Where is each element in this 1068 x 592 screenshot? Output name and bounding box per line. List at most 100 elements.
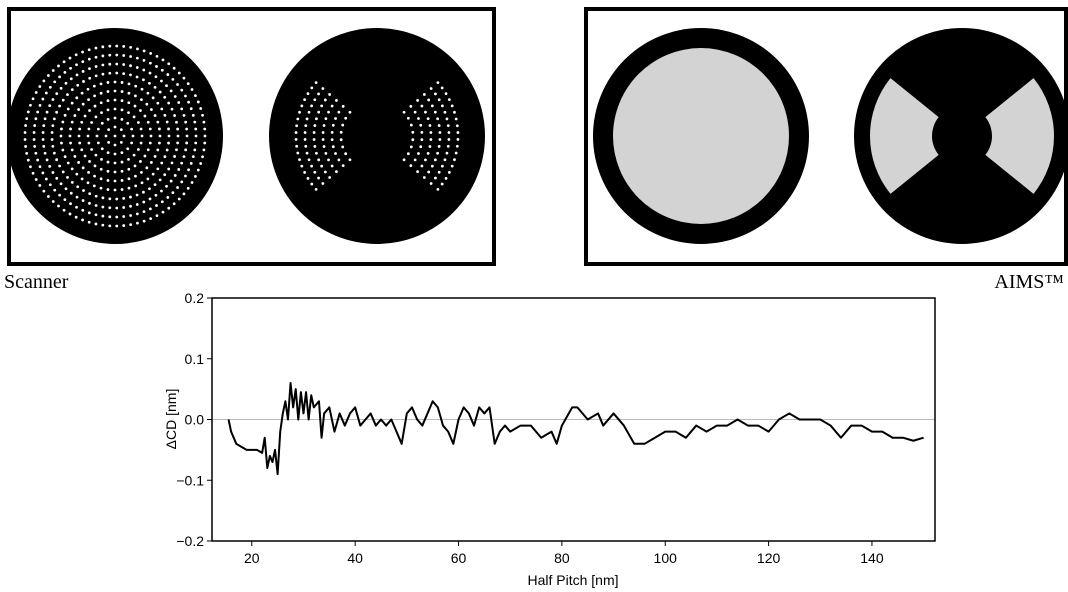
source-point <box>94 74 98 78</box>
source-point <box>139 109 142 112</box>
source-point <box>313 170 317 174</box>
source-point <box>88 201 91 205</box>
source-point <box>122 54 126 57</box>
source-point <box>32 138 36 141</box>
source-point <box>194 141 198 145</box>
source-point <box>135 193 139 197</box>
source-point <box>94 55 98 59</box>
source-point <box>182 76 186 80</box>
source-point <box>173 155 176 158</box>
source-point <box>303 170 307 174</box>
source-point <box>143 154 147 158</box>
source-point <box>113 134 117 138</box>
source-point <box>101 63 105 67</box>
source-point <box>100 157 103 161</box>
source-point <box>127 186 131 190</box>
source-point <box>68 134 72 138</box>
source-point <box>115 197 119 201</box>
source-point <box>76 83 80 87</box>
source-point <box>150 108 153 111</box>
source-point <box>120 169 124 173</box>
source-point <box>83 114 87 118</box>
source-point <box>169 89 173 93</box>
source-point <box>26 110 30 114</box>
source-point <box>66 107 70 111</box>
source-point <box>115 71 119 75</box>
source-point <box>132 115 136 119</box>
source-point <box>167 127 170 131</box>
source-point <box>303 138 307 141</box>
source-point <box>161 58 165 62</box>
source-point <box>48 183 52 187</box>
source-point <box>155 65 158 68</box>
source-point <box>94 46 98 50</box>
source-point <box>140 181 144 185</box>
source-point <box>55 158 59 162</box>
source-point <box>320 104 324 108</box>
source-point <box>57 64 60 68</box>
source-point <box>63 155 67 159</box>
source-point <box>99 186 103 190</box>
source-point <box>163 95 167 99</box>
source-point <box>99 91 103 95</box>
source-point <box>196 100 200 104</box>
source-point <box>69 127 72 131</box>
source-point <box>139 141 143 145</box>
pupil-center <box>932 106 992 166</box>
source-point <box>43 117 47 121</box>
source-point <box>61 98 65 102</box>
source-point <box>444 92 448 96</box>
source-point <box>298 110 301 114</box>
source-point <box>402 110 406 114</box>
source-point <box>115 215 119 219</box>
source-point <box>453 158 456 162</box>
source-point <box>295 144 299 148</box>
source-point <box>113 179 117 183</box>
source-point <box>428 145 432 148</box>
source-point <box>135 75 139 79</box>
source-point <box>42 79 46 83</box>
source-point <box>23 138 27 141</box>
source-point <box>434 176 437 180</box>
source-point <box>170 107 174 111</box>
source-point <box>44 91 48 95</box>
pupil-fill <box>613 48 789 224</box>
source-point <box>106 117 110 121</box>
source-point <box>151 96 155 100</box>
source-point <box>165 184 168 188</box>
source-point <box>38 184 42 187</box>
source-point <box>190 181 194 184</box>
source-point <box>120 90 124 93</box>
source-point <box>87 48 91 52</box>
source-point <box>430 164 434 168</box>
source-point <box>335 98 338 102</box>
source-point <box>122 215 126 218</box>
source-point <box>427 170 431 174</box>
source-point <box>140 134 144 138</box>
source-point <box>99 167 103 171</box>
source-point <box>127 91 131 95</box>
source-point <box>148 207 152 211</box>
source-point <box>348 158 352 162</box>
source-point <box>184 94 187 98</box>
source-point <box>150 161 153 164</box>
source-point <box>81 102 85 106</box>
source-point <box>156 148 160 152</box>
source-point <box>119 140 123 144</box>
source-point <box>167 134 171 138</box>
y-tick-label: −0.1 <box>176 472 204 488</box>
source-point <box>101 54 105 58</box>
source-point <box>203 141 207 145</box>
source-point <box>66 175 69 179</box>
y-tick-label: −0.2 <box>176 533 204 549</box>
source-point <box>440 104 444 108</box>
source-point <box>115 206 119 210</box>
source-point <box>341 164 345 168</box>
source-point <box>73 114 77 117</box>
source-point <box>51 200 55 203</box>
source-point <box>429 138 433 141</box>
source-point <box>41 138 45 141</box>
source-point <box>108 44 112 48</box>
source-point <box>194 134 198 138</box>
source-point <box>86 181 90 185</box>
